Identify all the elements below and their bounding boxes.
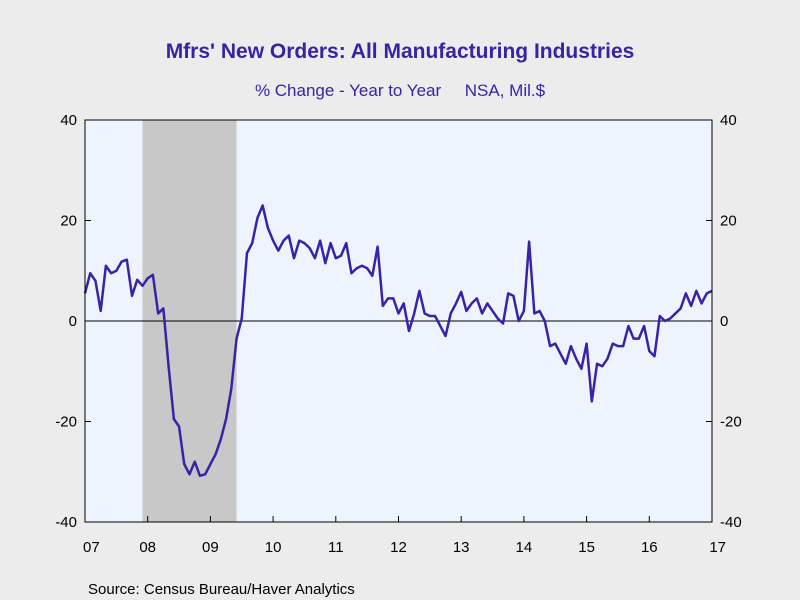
x-tick-label: 15 xyxy=(578,539,595,556)
x-tick-label: 14 xyxy=(516,539,533,556)
x-tick-label: 12 xyxy=(390,539,407,556)
y-tick-label-right: -40 xyxy=(720,514,742,531)
x-tick-label: 17 xyxy=(709,539,726,556)
x-tick-label: 10 xyxy=(265,539,282,556)
y-axis-left: 40 20 0 -20 -40 xyxy=(55,112,77,531)
y-tick-label-left: 20 xyxy=(60,213,77,230)
y-tick-label-right: -20 xyxy=(720,414,742,431)
chart-title: Mfrs' New Orders: All Manufacturing Indu… xyxy=(166,40,635,63)
x-tick-label: 13 xyxy=(453,539,470,556)
y-axis-right: 40 20 0 -20 -40 xyxy=(720,112,742,531)
y-tick-label-right: 40 xyxy=(720,112,737,129)
y-tick-label-left: -20 xyxy=(55,414,77,431)
x-tick-label: 11 xyxy=(328,539,344,556)
series-line xyxy=(83,204,713,478)
x-tick-label: 16 xyxy=(641,539,658,556)
y-tick-label-right: 0 xyxy=(720,313,728,330)
y-tick-label-left: 40 xyxy=(60,112,77,129)
x-tick-label: 07 xyxy=(83,539,100,556)
y-tick-label-left: 0 xyxy=(69,313,77,330)
source-note: Source: Census Bureau/Haver Analytics xyxy=(88,581,355,598)
chart-subtitle: % Change - Year to Year NSA, Mil.$ xyxy=(255,81,546,100)
x-tick-label: 08 xyxy=(139,539,156,556)
x-axis: 07 08 09 10 11 12 13 14 15 16 17 xyxy=(83,539,726,556)
x-tick-label: 09 xyxy=(202,539,219,556)
y-tick-label-left: -40 xyxy=(55,514,77,531)
plot-frame xyxy=(84,119,713,523)
y-tick-label-right: 20 xyxy=(720,213,737,230)
